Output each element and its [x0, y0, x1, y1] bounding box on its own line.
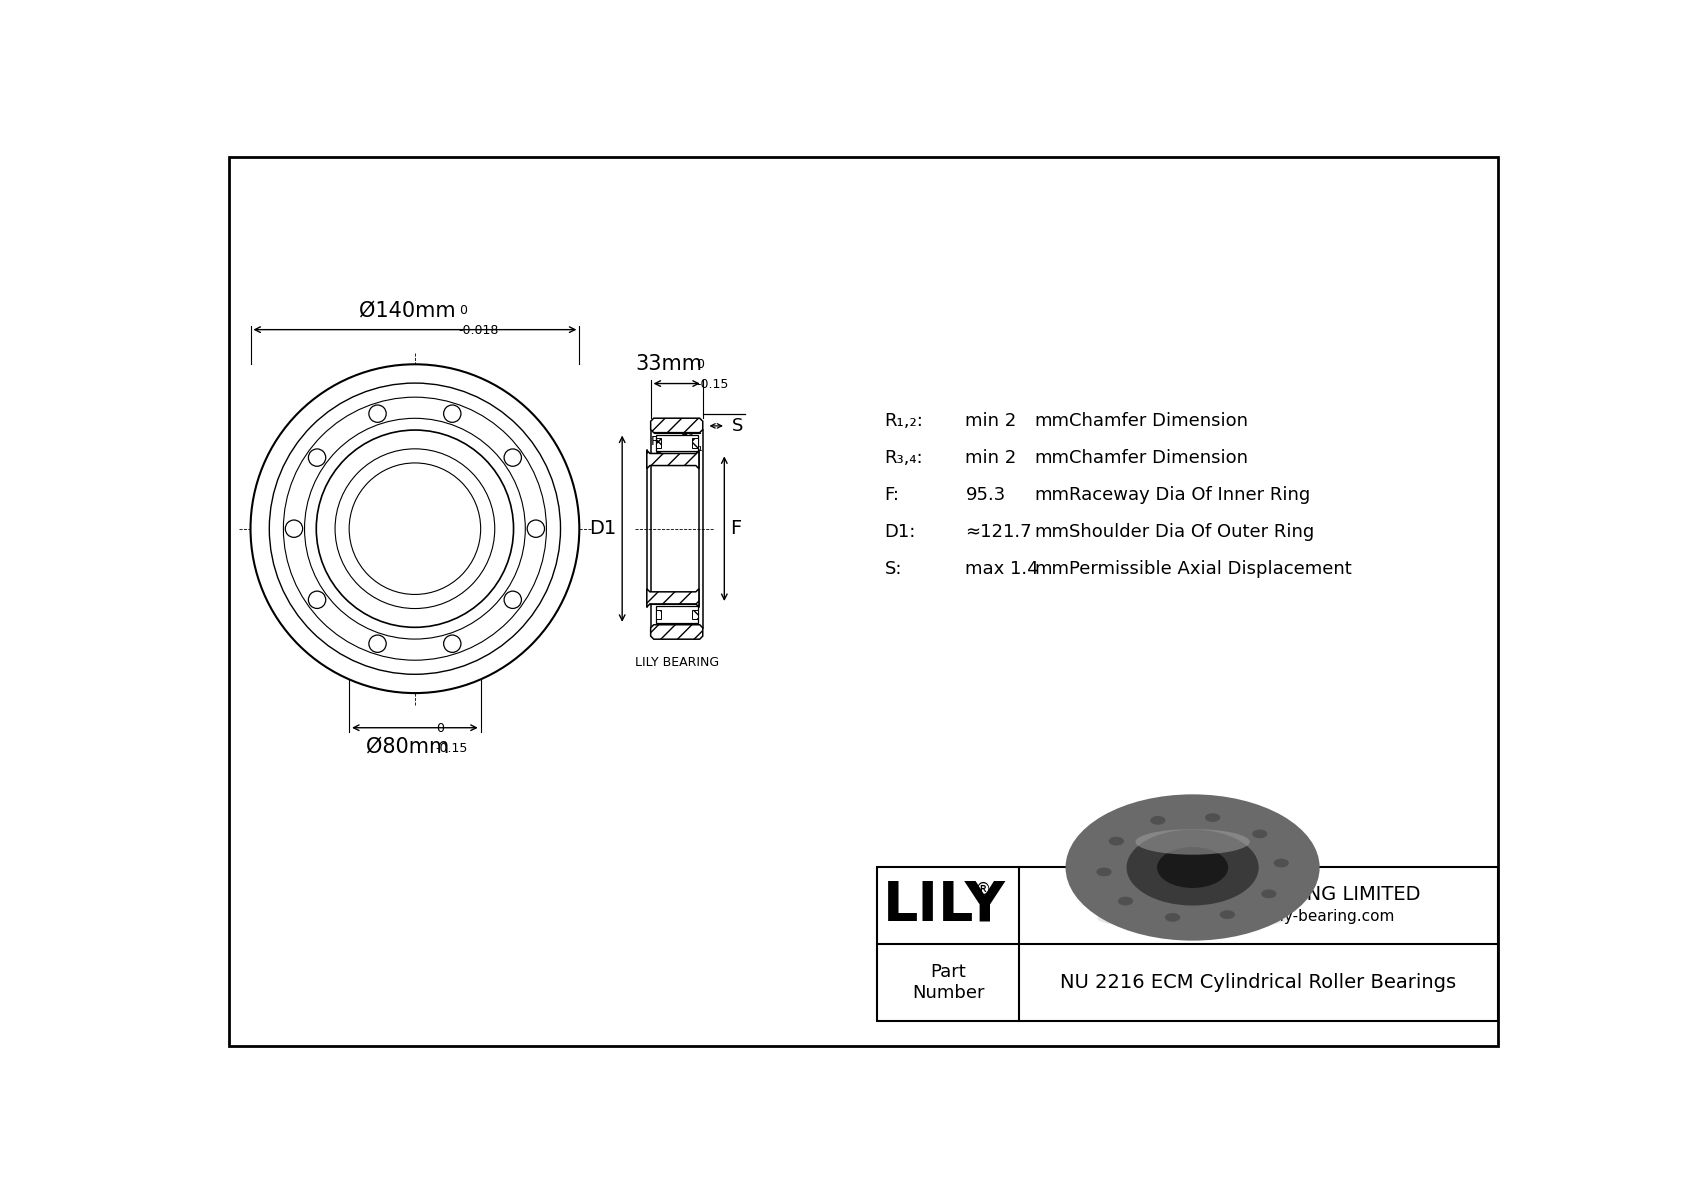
Text: R₄: R₄	[655, 451, 669, 463]
Text: Raceway Dia Of Inner Ring: Raceway Dia Of Inner Ring	[1069, 486, 1310, 504]
Circle shape	[251, 364, 579, 693]
Text: F:: F:	[884, 486, 899, 504]
Text: Permissible Axial Displacement: Permissible Axial Displacement	[1069, 560, 1352, 578]
Text: S:: S:	[884, 560, 903, 578]
Text: min 2: min 2	[965, 449, 1017, 467]
Polygon shape	[655, 435, 697, 451]
Ellipse shape	[1096, 867, 1111, 877]
Polygon shape	[692, 438, 697, 448]
Text: 0: 0	[436, 723, 443, 735]
Text: Shoulder Dia Of Outer Ring: Shoulder Dia Of Outer Ring	[1069, 523, 1315, 541]
Ellipse shape	[1206, 813, 1221, 822]
Text: mm: mm	[1034, 523, 1069, 541]
Text: Chamfer Dimension: Chamfer Dimension	[1069, 412, 1248, 430]
Text: 95.3: 95.3	[965, 486, 1005, 504]
Text: max 1.4: max 1.4	[965, 560, 1039, 578]
Text: D1: D1	[589, 519, 616, 538]
Text: 33mm: 33mm	[635, 354, 702, 374]
Ellipse shape	[1127, 829, 1258, 905]
Text: mm: mm	[1034, 486, 1069, 504]
Ellipse shape	[1157, 847, 1228, 888]
Polygon shape	[647, 588, 699, 607]
Circle shape	[349, 463, 480, 594]
Circle shape	[335, 449, 495, 609]
Circle shape	[305, 418, 525, 640]
Ellipse shape	[1098, 908, 1288, 930]
Polygon shape	[650, 418, 702, 432]
Text: Part
Number: Part Number	[911, 962, 985, 1002]
Circle shape	[269, 384, 561, 674]
Text: Ø140mm: Ø140mm	[359, 300, 456, 320]
Ellipse shape	[1135, 829, 1250, 855]
Text: Ø80mm: Ø80mm	[365, 737, 450, 757]
Text: R₁,₂:: R₁,₂:	[884, 412, 923, 430]
Text: R₃: R₃	[650, 436, 665, 449]
Text: R₂: R₂	[680, 429, 694, 442]
Text: D1:: D1:	[884, 523, 916, 541]
Polygon shape	[647, 450, 699, 468]
Text: ≈121.7: ≈121.7	[965, 523, 1032, 541]
Text: 0: 0	[458, 305, 466, 317]
Text: -0.018: -0.018	[458, 324, 498, 337]
Text: R₃,₄:: R₃,₄:	[884, 449, 923, 467]
Text: R₁: R₁	[690, 441, 704, 454]
Ellipse shape	[1253, 829, 1268, 838]
Text: LILY BEARING: LILY BEARING	[635, 656, 719, 669]
Polygon shape	[655, 438, 662, 448]
Ellipse shape	[1273, 859, 1288, 867]
Text: -0.15: -0.15	[436, 742, 468, 755]
Text: Chamfer Dimension: Chamfer Dimension	[1069, 449, 1248, 467]
Text: -0.15: -0.15	[695, 379, 729, 391]
Polygon shape	[655, 610, 662, 619]
Text: F: F	[731, 519, 741, 538]
Ellipse shape	[1108, 837, 1123, 846]
Circle shape	[283, 397, 546, 660]
Polygon shape	[650, 625, 702, 640]
Text: LILY: LILY	[882, 878, 1005, 933]
Text: min 2: min 2	[965, 412, 1017, 430]
Ellipse shape	[1261, 890, 1276, 898]
Text: ®: ®	[975, 881, 992, 899]
Ellipse shape	[1150, 816, 1165, 824]
Ellipse shape	[1066, 794, 1320, 941]
Text: SHANGHAI LILY BEARING LIMITED: SHANGHAI LILY BEARING LIMITED	[1096, 885, 1421, 904]
Bar	[877, 867, 1497, 1021]
Text: mm: mm	[1034, 412, 1069, 430]
Ellipse shape	[1219, 910, 1234, 919]
Ellipse shape	[1118, 897, 1133, 905]
Text: Email: lilybearing@lily-bearing.com: Email: lilybearing@lily-bearing.com	[1123, 909, 1394, 923]
Polygon shape	[692, 610, 697, 619]
Circle shape	[317, 430, 514, 628]
Text: NU 2216 ECM Cylindrical Roller Bearings: NU 2216 ECM Cylindrical Roller Bearings	[1061, 973, 1457, 992]
Ellipse shape	[1165, 913, 1180, 922]
Text: mm: mm	[1034, 449, 1069, 467]
Text: 0: 0	[695, 358, 704, 372]
Polygon shape	[655, 606, 697, 623]
Text: S: S	[733, 417, 743, 435]
Text: mm: mm	[1034, 560, 1069, 578]
